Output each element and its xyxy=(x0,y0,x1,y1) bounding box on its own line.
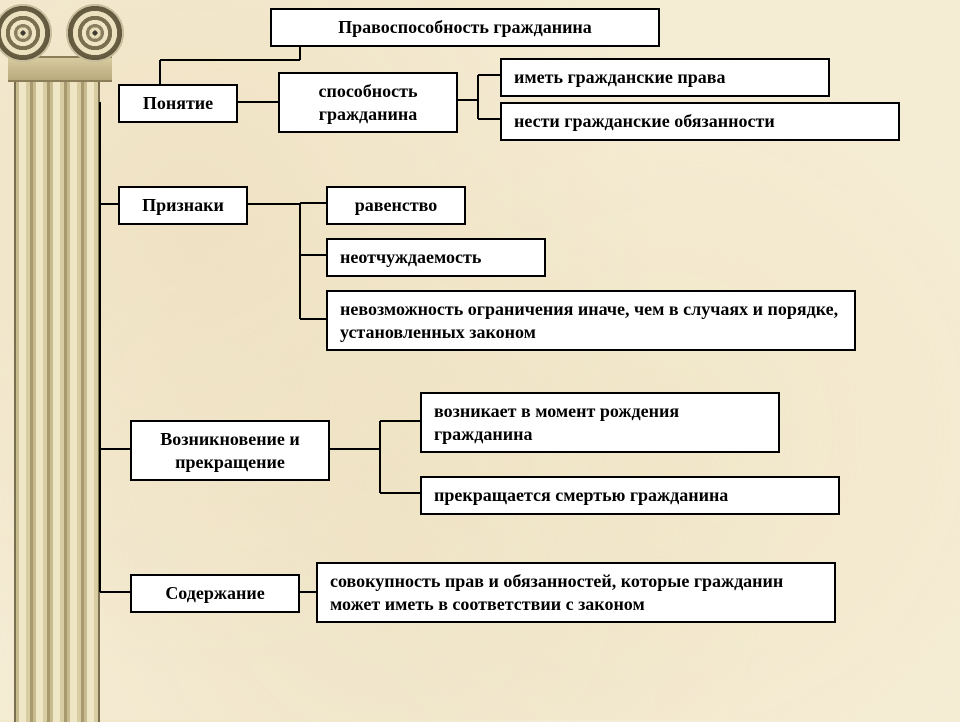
title-box: Правоспособность гражданина xyxy=(270,8,660,47)
sign-2: неотчуждаемость xyxy=(326,238,546,277)
concept-box: Понятие xyxy=(118,84,238,123)
concept-right-1: иметь гражданские права xyxy=(500,58,830,97)
concept-def-box: способность гражданина xyxy=(278,72,458,133)
column-capital xyxy=(0,0,130,90)
content-box: Содержание xyxy=(130,574,300,613)
column-decoration xyxy=(0,0,100,720)
signs-box: Признаки xyxy=(118,186,248,225)
emerge-1: возникает в момент рождения гражданина xyxy=(420,392,780,453)
column-shaft xyxy=(14,82,100,722)
sign-3: невозможность ограничения иначе, чем в с… xyxy=(326,290,856,351)
emerge-2: прекращается смертью гражданина xyxy=(420,476,840,515)
emergence-box: Возникновение и прекращение xyxy=(130,420,330,481)
content-def-box: совокупность прав и обязанностей, которы… xyxy=(316,562,836,623)
concept-right-2: нести гражданские обязанности xyxy=(500,102,900,141)
sign-1: равенство xyxy=(326,186,466,225)
